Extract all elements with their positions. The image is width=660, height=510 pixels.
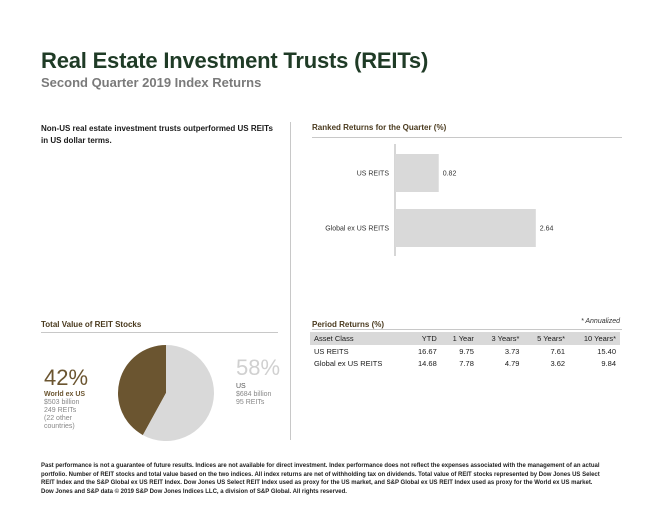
page-subtitle: Second Quarter 2019 Index Returns <box>41 75 262 90</box>
us-count: 95 REITs <box>236 399 265 406</box>
bar-1 <box>395 209 536 247</box>
pie-slice-us <box>142 345 214 441</box>
page-title: Real Estate Investment Trusts (REITs) <box>41 48 429 73</box>
col-10-years: 10 Years* <box>569 332 620 345</box>
ranked-returns-rule <box>312 137 622 138</box>
table-row: US REITS 16.67 9.75 3.73 7.61 15.40 <box>310 345 620 357</box>
world-count: 249 REITs <box>44 407 77 414</box>
table-header-row: Asset Class YTD 1 Year 3 Years* 5 Years*… <box>310 332 620 345</box>
world-legend: World ex US $503 billion 249 REITs (22 o… <box>44 391 114 431</box>
world-countries-2: countries) <box>44 423 75 430</box>
annualized-note: * Annualized <box>580 318 620 325</box>
col-3-years: 3 Years* <box>477 332 524 345</box>
bar-category-label: Global ex US REITS <box>325 226 389 233</box>
period-returns-heading: Period Returns (%) <box>312 320 385 329</box>
vertical-divider <box>290 122 291 440</box>
table-cell: Global ex US REITS <box>314 358 383 368</box>
world-value: $503 billion <box>44 399 80 406</box>
total-value-heading: Total Value of REIT Stocks <box>41 320 142 329</box>
us-name: US <box>236 383 246 390</box>
table-cell: 4.79 <box>504 358 520 368</box>
bar-value-label: 2.64 <box>540 226 554 233</box>
table-cell: 7.61 <box>550 346 566 356</box>
disclaimer-footer: Past performance is not a guarantee of f… <box>41 463 600 495</box>
world-pct-label: 42% <box>44 365 89 390</box>
ranked-returns-chart: US REITS 0.82 Global ex US REITS 2.64 <box>325 144 554 256</box>
table-cell: 9.75 <box>459 346 474 356</box>
table-row: Global ex US REITS 14.68 7.78 4.79 3.62 … <box>310 357 620 369</box>
bar-0 <box>395 154 439 192</box>
total-value-pie <box>117 345 214 441</box>
us-pct-label: 58% <box>236 355 281 380</box>
bar-value-label: 0.82 <box>443 171 457 178</box>
total-value-rule <box>41 332 278 333</box>
table-cell: 9.84 <box>601 358 616 368</box>
table-cell: 3.73 <box>504 346 520 356</box>
table-cell: 14.68 <box>418 358 437 368</box>
col-ytd: YTD <box>406 332 441 345</box>
ranked-returns-heading: Ranked Returns for the Quarter (%) <box>312 123 447 132</box>
us-value: $684 billion <box>236 391 272 398</box>
table-cell: 7.78 <box>459 358 474 368</box>
period-returns-table: Asset Class YTD 1 Year 3 Years* 5 Years*… <box>310 332 620 369</box>
table-cell: 3.62 <box>550 358 566 368</box>
period-returns-rule <box>312 329 622 330</box>
us-legend: US $684 billion 95 REITs <box>236 383 296 407</box>
intro-text: Non-US real estate investment trusts out… <box>41 124 273 145</box>
bar-category-label: US REITS <box>357 171 390 178</box>
table-cell: 16.67 <box>418 346 437 356</box>
pie-slice-world-ex-us <box>117 345 166 436</box>
table-cell: 15.40 <box>597 346 616 356</box>
col-1-year: 1 Year <box>440 332 478 345</box>
table-cell: US REITS <box>314 346 349 356</box>
col-5-years: 5 Years* <box>523 332 570 345</box>
col-asset-class: Asset Class <box>310 332 407 345</box>
world-name: World ex US <box>44 391 86 398</box>
world-countries-1: (22 other <box>44 415 73 422</box>
